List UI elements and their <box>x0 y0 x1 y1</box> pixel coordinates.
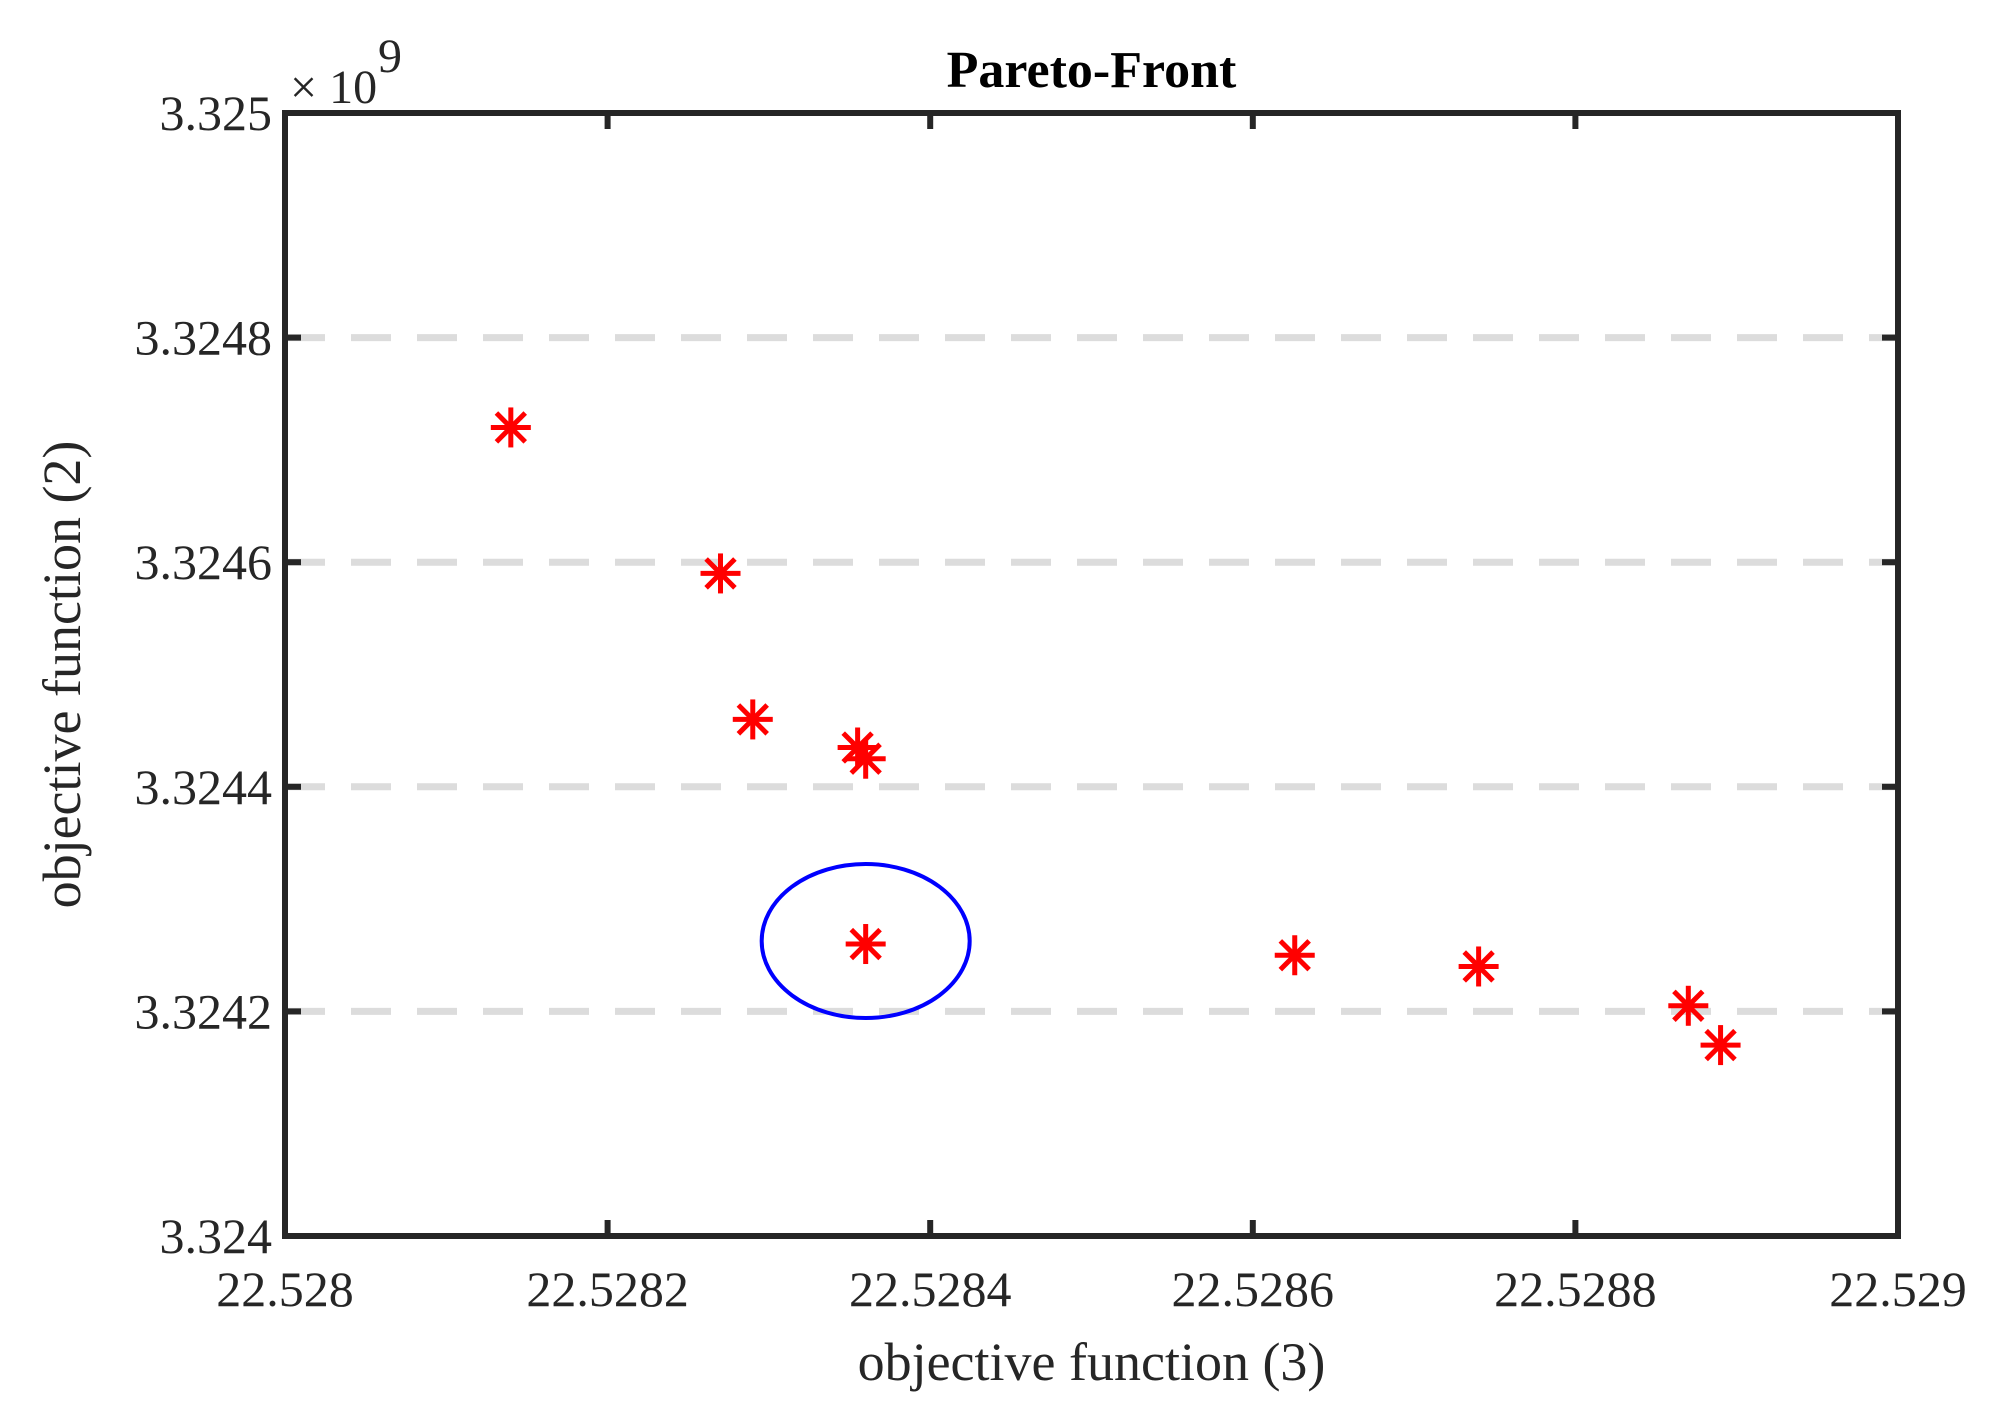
x-tick-label: 22.528 <box>216 1261 354 1317</box>
y-axis-label: objective function (2) <box>32 441 92 909</box>
chart-title: Pareto-Front <box>947 42 1237 99</box>
y-tick-label: 3.3246 <box>135 534 273 590</box>
data-point <box>732 699 773 740</box>
y-tick-label: 3.325 <box>160 85 273 141</box>
grid-lines <box>285 334 1898 1015</box>
data-point <box>1458 946 1499 987</box>
data-points <box>490 407 1741 1066</box>
y-tick-label: 3.324 <box>160 1208 273 1264</box>
x-tick-label: 22.529 <box>1829 1261 1967 1317</box>
data-point <box>845 924 886 965</box>
highlight-layer <box>759 862 972 1021</box>
x-axis-label: objective function (3) <box>858 1332 1326 1392</box>
x-tick-label: 22.5284 <box>849 1261 1012 1317</box>
data-point <box>1668 985 1709 1026</box>
data-point <box>490 407 531 448</box>
axis-ticks <box>282 110 1901 1239</box>
y-axis-exponent: 9 <box>378 30 402 83</box>
data-point <box>1274 935 1315 976</box>
plot-frame <box>282 110 1901 1239</box>
y-axis-multiplier: × 10 <box>290 61 377 114</box>
y-tick-label: 3.3248 <box>135 310 273 366</box>
selected-solution-ellipse <box>759 862 972 1021</box>
data-point <box>845 738 886 779</box>
x-tick-label: 22.5282 <box>526 1261 689 1317</box>
y-tick-label: 3.3244 <box>135 759 273 815</box>
x-tick-label: 22.5288 <box>1494 1261 1657 1317</box>
tick-labels: 22.528 22.5282 22.5284 22.5286 22.5288 22.529… <box>135 85 1967 1317</box>
data-point <box>700 553 741 594</box>
x-tick-label: 22.5286 <box>1172 1261 1335 1317</box>
y-tick-label: 3.3242 <box>135 983 273 1039</box>
data-point <box>1700 1025 1741 1066</box>
